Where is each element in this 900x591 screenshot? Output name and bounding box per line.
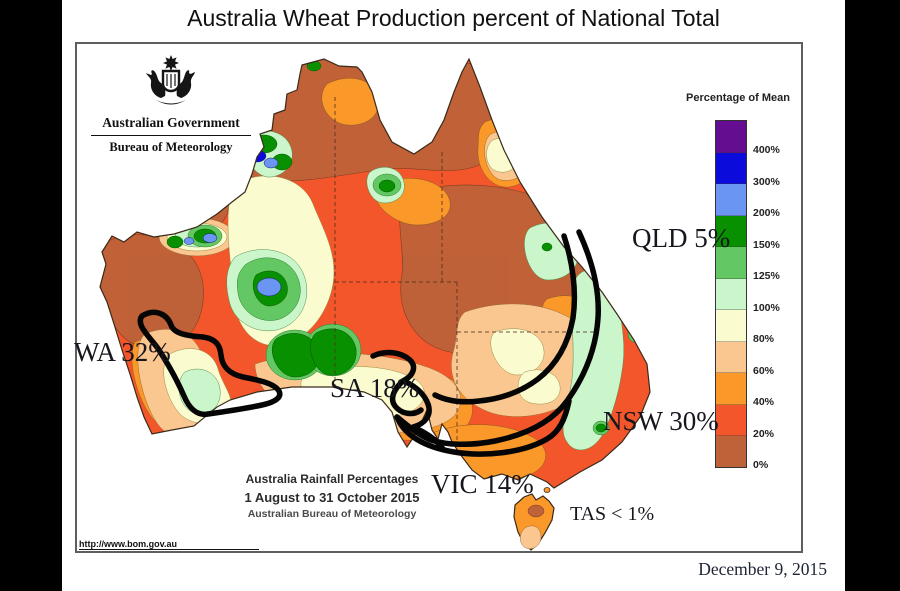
legend-cell-125%	[716, 247, 746, 279]
slide-canvas: Australia Wheat Production percent of Na…	[62, 0, 845, 591]
caption-line1: Australia Rainfall Percentages	[245, 472, 419, 486]
mainland-coastline	[99, 57, 651, 489]
legend-tick-0%: 0%	[753, 459, 769, 471]
legend-tick-80%: 80%	[753, 333, 775, 346]
legend-cell-100%	[716, 278, 746, 311]
letterbox-left	[0, 0, 62, 591]
tasmania-island	[513, 487, 555, 551]
state-label-nsw: NSW 30%	[603, 406, 719, 436]
state-label-sa: SA 18%	[330, 373, 420, 403]
legend-cell-20%	[716, 404, 746, 437]
coat-of-arms-icon	[146, 55, 195, 105]
legend-bar	[715, 120, 747, 468]
map-caption: Australia Rainfall Percentages 1 August …	[217, 472, 447, 520]
legend-cell-150%	[716, 215, 746, 248]
legend-tick-100%: 100%	[753, 301, 780, 314]
rainfall-map-panel: Australian Government Bureau of Meteorol…	[74, 42, 803, 553]
state-label-qld: QLD 5%	[632, 223, 731, 253]
legend-cell-80%	[716, 310, 746, 342]
slide-date: December 9, 2015	[698, 559, 827, 579]
legend-tick-200%: 200%	[753, 207, 780, 220]
caption-line2: 1 August to 31 October 2015	[244, 490, 420, 505]
australia-map	[99, 57, 651, 551]
state-label-vic: VIC 14%	[431, 469, 534, 499]
legend-cell-400%	[716, 121, 746, 153]
legend-tick-125%: 125%	[753, 270, 780, 283]
legend-cell-60%	[716, 341, 746, 374]
legend-cell-0%	[716, 436, 746, 468]
legend-cell-40%	[716, 373, 746, 405]
state-label-tas: TAS < 1%	[570, 503, 655, 525]
state-label-wa: WA 32%	[74, 337, 171, 367]
page-title: Australia Wheat Production percent of Na…	[187, 5, 720, 31]
logo-government-text: Australian Government	[91, 115, 251, 136]
legend-tick-20%: 20%	[753, 427, 775, 440]
legend-tick-60%: 60%	[753, 364, 775, 377]
logo-bureau-text: Bureau of Meteorology	[109, 140, 233, 154]
legend-title: Percentage of Mean	[686, 92, 790, 104]
legend-tick-40%: 40%	[753, 396, 775, 409]
letterbox-right	[845, 0, 900, 591]
bom-url: http://www.bom.gov.au	[79, 539, 259, 550]
bom-logo: Australian Government Bureau of Meteorol…	[91, 54, 251, 155]
legend-tick-150%: 150%	[753, 238, 780, 251]
legend-tick-400%: 400%	[753, 144, 780, 157]
wheat-belt-outlines	[137, 229, 602, 457]
legend-cell-300%	[716, 152, 746, 185]
legend-ticks: 400% 300% 200% 150% 125% 100% 80% 60% 40% 20% 0%	[753, 120, 798, 471]
legend-tick-300%: 300%	[753, 175, 780, 188]
legend-cell-200%	[716, 184, 746, 216]
caption-line3: Australian Bureau of Meteorology	[247, 508, 417, 520]
